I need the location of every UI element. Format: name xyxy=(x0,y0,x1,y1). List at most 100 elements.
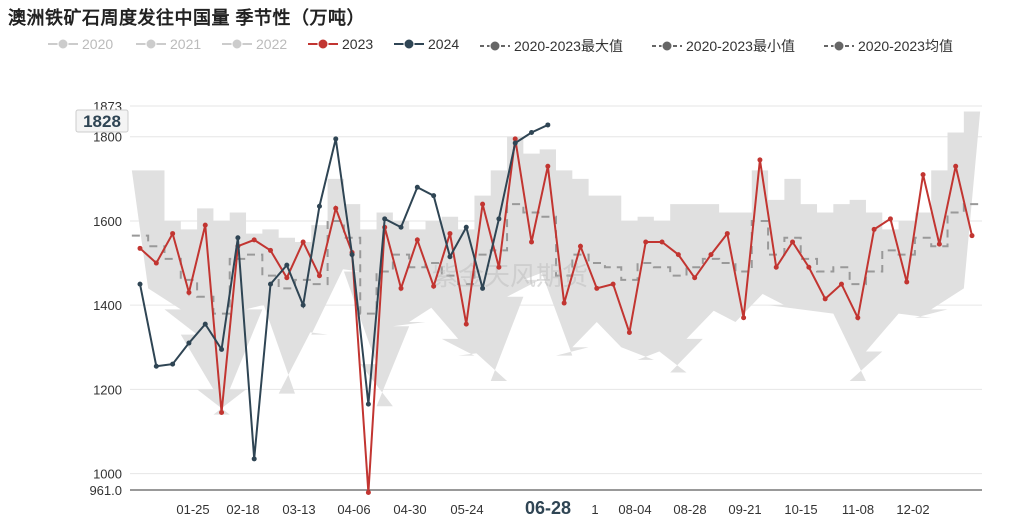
hover-value-label: 1828 xyxy=(75,109,129,133)
data-point-2023 xyxy=(398,285,404,291)
data-point-2023 xyxy=(268,247,274,253)
data-point-2023 xyxy=(219,410,225,416)
legend-label: 2021 xyxy=(170,36,202,52)
legend-item-1[interactable]: 2021 xyxy=(136,36,201,52)
data-point-2023 xyxy=(529,239,535,245)
x-tick-label: 11-08 xyxy=(842,502,874,517)
x-tick-label: 08-04 xyxy=(618,502,651,517)
legend-item-0[interactable]: 2020 xyxy=(48,36,113,52)
data-point-2024 xyxy=(512,140,518,146)
data-point-2024 xyxy=(333,136,339,142)
x-tick-label: 06-28 xyxy=(525,498,571,518)
data-point-2023 xyxy=(594,285,600,291)
data-point-2023 xyxy=(838,281,844,287)
data-point-2023 xyxy=(480,201,486,207)
x-tick-label: 03-13 xyxy=(282,502,315,517)
data-point-2023 xyxy=(170,231,176,237)
data-point-2023 xyxy=(431,283,437,289)
data-point-2023 xyxy=(708,252,714,258)
legend-item-4[interactable]: 2024 xyxy=(394,36,459,52)
data-point-2023 xyxy=(692,275,698,281)
data-point-2023 xyxy=(365,490,371,496)
series-line-2023 xyxy=(139,138,973,493)
legend-item-3[interactable]: 2023 xyxy=(308,36,373,52)
legend-label: 2020-2023最大值 xyxy=(514,38,623,54)
x-tick-label: 04-30 xyxy=(393,502,426,517)
data-point-2023 xyxy=(251,237,257,243)
x-tick-label: 10-15 xyxy=(784,502,817,517)
y-tick-label: 1400 xyxy=(93,298,122,313)
data-point-2023 xyxy=(316,273,322,279)
data-point-2023 xyxy=(953,163,959,169)
data-point-2024 xyxy=(398,224,404,230)
data-point-2024 xyxy=(529,130,535,136)
data-point-2024 xyxy=(349,252,355,258)
hover-label-text: 1828 xyxy=(83,112,121,131)
data-point-2023 xyxy=(561,300,567,306)
data-point-2024 xyxy=(480,285,486,291)
data-point-2023 xyxy=(333,205,339,211)
x-tick-label: 1 xyxy=(591,502,598,517)
data-point-2023 xyxy=(610,281,616,287)
data-point-2024 xyxy=(153,363,159,369)
data-point-2023 xyxy=(724,231,730,237)
legend-marker-icon xyxy=(48,38,78,50)
data-point-2023 xyxy=(969,233,975,239)
data-point-2023 xyxy=(887,216,893,222)
chart-legend: 2020 2021 2022 2023 2024 2020-2023最大值 2020-202… xyxy=(0,36,1010,58)
data-point-2023 xyxy=(300,239,306,245)
legend-item-5[interactable]: 2020-2023最大值 xyxy=(480,36,623,56)
data-point-2024 xyxy=(447,254,453,260)
data-point-2023 xyxy=(920,172,926,178)
data-point-2023 xyxy=(773,264,779,270)
legend-marker-icon xyxy=(824,40,854,52)
y-min-label: 961.0 xyxy=(89,483,122,498)
series-line-average xyxy=(131,203,981,315)
data-point-2023 xyxy=(871,226,877,232)
legend-label: 2022 xyxy=(256,36,288,52)
y-tick-label: 1800 xyxy=(93,130,122,145)
x-tick-label: 08-28 xyxy=(673,502,706,517)
data-point-2023 xyxy=(512,136,518,142)
legend-label: 2020 xyxy=(82,36,114,52)
data-point-2024 xyxy=(202,321,208,327)
data-point-2023 xyxy=(757,157,763,163)
legend-marker-icon xyxy=(136,38,166,50)
x-tick-label: 12-02 xyxy=(896,502,929,517)
x-tick-label: 09-21 xyxy=(728,502,761,517)
x-tick-label: 04-06 xyxy=(337,502,370,517)
x-tick-label: 01-25 xyxy=(176,502,209,517)
data-point-2023 xyxy=(741,315,747,321)
data-point-2024 xyxy=(414,184,420,190)
legend-item-7[interactable]: 2020-2023均值 xyxy=(824,36,953,56)
data-point-2024 xyxy=(219,346,225,352)
data-point-2024 xyxy=(170,361,176,367)
legend-item-6[interactable]: 2020-2023最小值 xyxy=(652,36,795,56)
data-point-2023 xyxy=(936,241,942,247)
data-point-2023 xyxy=(186,290,192,296)
data-point-2024 xyxy=(235,235,241,241)
data-point-2023 xyxy=(137,245,143,251)
data-point-2023 xyxy=(675,252,681,258)
data-point-2023 xyxy=(202,222,208,228)
data-point-2024 xyxy=(496,216,502,222)
y-tick-label: 1200 xyxy=(93,382,122,397)
data-point-2024 xyxy=(251,456,257,462)
y-tick-label: 1000 xyxy=(93,467,122,482)
data-point-2024 xyxy=(316,203,322,209)
legend-label: 2023 xyxy=(342,36,374,52)
y-tick-label: 1600 xyxy=(93,214,122,229)
data-point-2023 xyxy=(855,315,861,321)
data-point-2023 xyxy=(626,330,632,336)
legend-marker-icon xyxy=(222,38,252,50)
data-point-2024 xyxy=(268,281,274,287)
data-point-2023 xyxy=(153,260,159,266)
legend-item-2[interactable]: 2022 xyxy=(222,36,287,52)
legend-marker-icon xyxy=(480,40,510,52)
data-point-2023 xyxy=(659,239,665,245)
data-point-2024 xyxy=(284,262,290,268)
legend-marker-icon xyxy=(394,38,424,50)
data-point-2024 xyxy=(300,302,306,308)
data-point-2023 xyxy=(822,296,828,302)
